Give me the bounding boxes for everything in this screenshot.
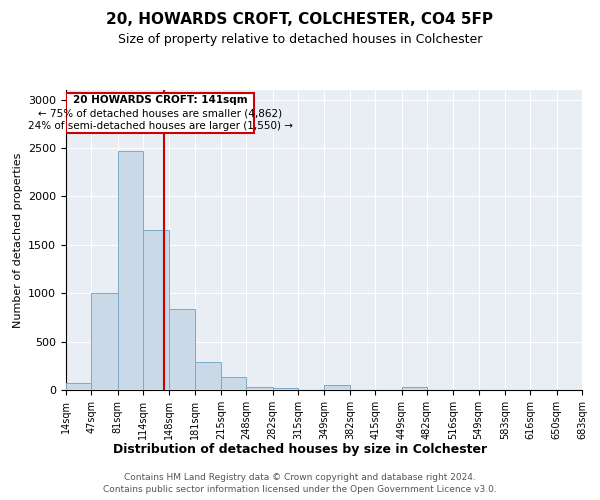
Bar [91,293,118,390]
Text: Contains HM Land Registry data © Crown copyright and database right 2024.: Contains HM Land Registry data © Crown c… [124,472,476,482]
Bar [195,362,221,390]
Text: 20, HOWARDS CROFT, COLCHESTER, CO4 5FP: 20, HOWARDS CROFT, COLCHESTER, CO4 5FP [107,12,493,28]
Bar [118,151,143,390]
Bar [273,388,298,390]
Text: 24% of semi-detached houses are larger (1,550) →: 24% of semi-detached houses are larger (… [28,122,293,132]
Text: 20 HOWARDS CROFT: 141sqm: 20 HOWARDS CROFT: 141sqm [73,95,247,105]
Bar [169,308,195,390]
Bar [325,384,350,390]
Bar [247,386,273,390]
Bar [66,383,91,390]
Bar [143,230,169,390]
Y-axis label: Number of detached properties: Number of detached properties [13,152,23,328]
Bar [221,378,247,390]
Bar [401,387,427,390]
Text: Contains public sector information licensed under the Open Government Licence v3: Contains public sector information licen… [103,485,497,494]
Text: ← 75% of detached houses are smaller (4,862): ← 75% of detached houses are smaller (4,… [38,108,282,118]
FancyBboxPatch shape [66,93,254,132]
Text: Distribution of detached houses by size in Colchester: Distribution of detached houses by size … [113,442,487,456]
Text: Size of property relative to detached houses in Colchester: Size of property relative to detached ho… [118,32,482,46]
